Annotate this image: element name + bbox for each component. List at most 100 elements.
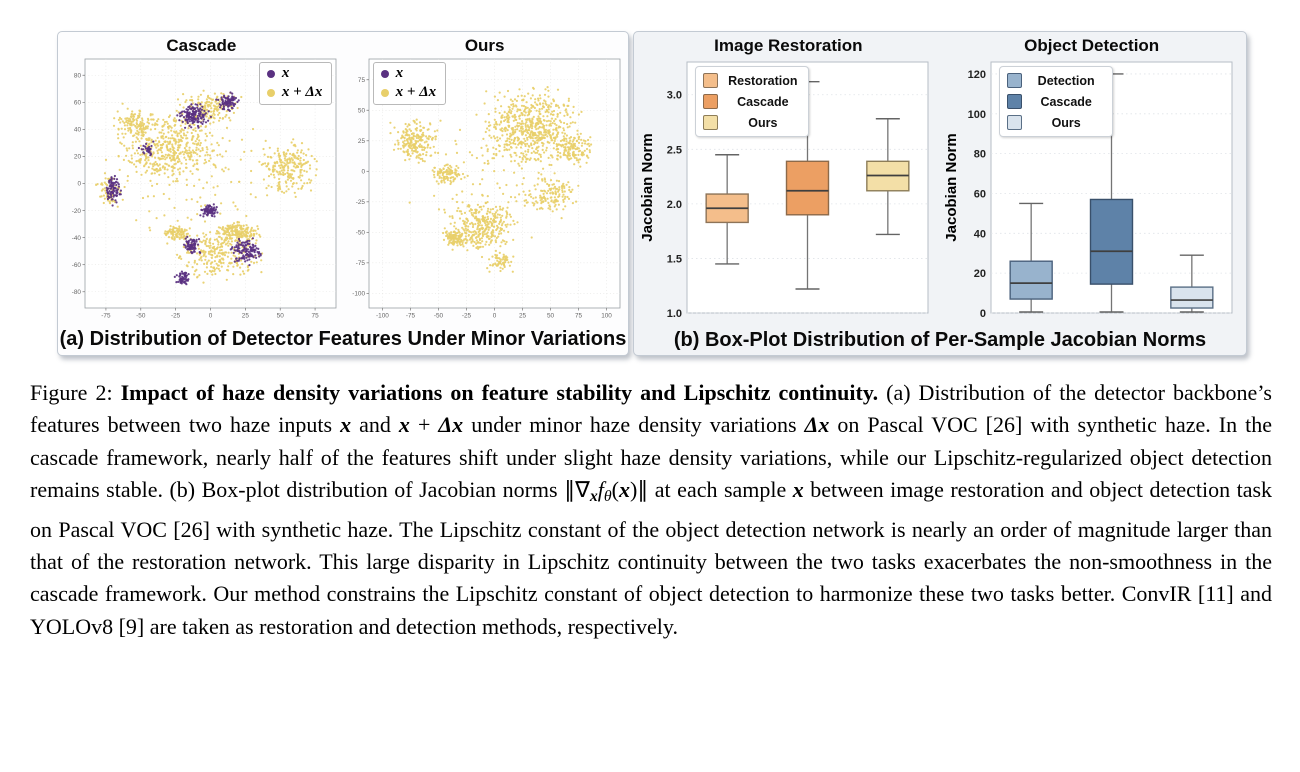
caption-segment: f bbox=[597, 477, 604, 503]
caption-segment: θ bbox=[603, 488, 612, 506]
svg-text:-25: -25 bbox=[355, 199, 365, 206]
legend-swatch bbox=[1006, 73, 1022, 88]
legend-label: Cascade bbox=[737, 94, 789, 109]
svg-text:-100: -100 bbox=[352, 291, 365, 298]
legend-item: Ours bbox=[703, 112, 799, 133]
svg-text:50: 50 bbox=[358, 107, 366, 114]
caption-segment: x bbox=[340, 412, 352, 438]
panel-a-charts-row: Cascade -75 -50 -25 0 25 50 75 -80 -60 -40 -20 0 20 4… bbox=[58, 32, 628, 327]
svg-text:20: 20 bbox=[74, 154, 82, 161]
svg-text:20: 20 bbox=[973, 268, 985, 280]
legend-swatch bbox=[1006, 115, 1022, 130]
svg-text:-75: -75 bbox=[405, 313, 415, 320]
svg-text:-75: -75 bbox=[102, 313, 112, 320]
svg-text:0: 0 bbox=[209, 313, 213, 320]
svg-text:25: 25 bbox=[242, 313, 250, 320]
figure-caption: Figure 2: Impact of haze density variati… bbox=[30, 377, 1272, 643]
legend-label: Detection bbox=[1037, 73, 1095, 88]
svg-text:120: 120 bbox=[967, 69, 985, 81]
chart-image-restoration-box: Image Restoration 1.0 1.5 2.0 2.5 3.0 Jacobia… bbox=[639, 32, 937, 328]
legend-label: Restoration bbox=[728, 73, 798, 88]
svg-text:-40: -40 bbox=[72, 235, 82, 242]
svg-text:100: 100 bbox=[601, 313, 612, 320]
legend-item: x + Δx bbox=[380, 83, 437, 102]
image-restoration-legend: Restoration Cascade Ours bbox=[695, 66, 810, 137]
caption-segment: (a) Distribution of the detector backbon… bbox=[30, 380, 1272, 438]
svg-text:-50: -50 bbox=[136, 313, 146, 320]
chart-title-cascade: Cascade bbox=[166, 36, 237, 55]
svg-text:-100: -100 bbox=[376, 313, 389, 320]
legend-label: Cascade bbox=[1040, 94, 1092, 109]
legend-item: Cascade bbox=[703, 91, 799, 112]
svg-text:25: 25 bbox=[519, 313, 527, 320]
caption-segment: x bbox=[589, 488, 598, 506]
legend-label: x bbox=[395, 65, 404, 81]
legend-item: x bbox=[380, 64, 436, 83]
caption-segment: ∥∇ bbox=[564, 477, 590, 503]
chart-title-object-detection: Object Detection bbox=[1024, 36, 1160, 55]
svg-text:75: 75 bbox=[358, 77, 366, 84]
panel-a-caption: (a) Distribution of Detector Features Un… bbox=[59, 328, 627, 350]
caption-segment: )∥ at each sample bbox=[629, 477, 793, 503]
svg-text:80: 80 bbox=[973, 149, 985, 161]
legend-label: x bbox=[281, 65, 290, 81]
legend-swatch bbox=[1006, 94, 1022, 109]
caption-segment: under minor haze density variations bbox=[463, 412, 805, 438]
svg-text:0: 0 bbox=[492, 313, 496, 320]
legend-item: Detection bbox=[1006, 70, 1103, 91]
legend-label: x + Δx bbox=[281, 84, 323, 100]
caption-segment: and bbox=[351, 412, 399, 438]
chart-title-ours: Ours bbox=[464, 36, 505, 55]
object-detection-legend: Detection Cascade Ours bbox=[998, 66, 1113, 137]
caption-segment: Impact of haze density variations on fea… bbox=[120, 380, 879, 405]
caption-segment: x bbox=[618, 477, 630, 503]
legend-swatch bbox=[703, 115, 719, 130]
box-detection bbox=[1009, 260, 1053, 300]
legend-item: Restoration bbox=[703, 70, 799, 91]
legend-label: x + Δx bbox=[395, 84, 437, 100]
legend-swatch bbox=[380, 69, 389, 78]
legend-swatch bbox=[266, 88, 275, 97]
svg-text:2.0: 2.0 bbox=[667, 199, 682, 211]
ours-scatter-plot-wrap: -100 -75 -50 -25 0 25 50 75 100 -100 -75 -50 -25 0 25 5… bbox=[345, 56, 625, 327]
svg-text:-50: -50 bbox=[434, 313, 444, 320]
caption-segment: Δx bbox=[438, 412, 464, 438]
caption-segment: + bbox=[409, 412, 439, 438]
svg-text:100: 100 bbox=[967, 109, 985, 121]
svg-text:-50: -50 bbox=[355, 230, 365, 237]
svg-text:Jacobian Norm: Jacobian Norm bbox=[943, 133, 960, 241]
image-restoration-plot-wrap: 1.0 1.5 2.0 2.5 3.0 Jacobian Norm Restoration… bbox=[639, 56, 937, 328]
svg-text:40: 40 bbox=[74, 127, 82, 134]
legend-item: x bbox=[266, 64, 322, 83]
caption-segment: x bbox=[792, 477, 804, 503]
cascade-scatter-legend: x x + Δx bbox=[258, 62, 333, 105]
svg-text:80: 80 bbox=[74, 72, 82, 79]
svg-text:1.5: 1.5 bbox=[667, 253, 682, 265]
svg-text:Jacobian Norm: Jacobian Norm bbox=[639, 133, 656, 241]
svg-text:-80: -80 bbox=[72, 289, 82, 296]
panel-a-feature-distribution: Cascade -75 -50 -25 0 25 50 75 -80 -60 -40 -20 0 20 4… bbox=[57, 31, 629, 356]
legend-label: Ours bbox=[748, 115, 778, 130]
svg-text:-75: -75 bbox=[355, 260, 365, 267]
legend-swatch bbox=[703, 94, 719, 109]
svg-text:40: 40 bbox=[973, 228, 985, 240]
box-cascade bbox=[1089, 198, 1133, 285]
ours-scatter-legend: x x + Δx bbox=[372, 62, 447, 105]
legend-swatch bbox=[703, 73, 719, 88]
svg-text:25: 25 bbox=[358, 138, 366, 145]
svg-text:0: 0 bbox=[78, 181, 82, 188]
caption-segment: between image restoration and object det… bbox=[30, 477, 1273, 639]
scatter-points bbox=[95, 89, 319, 286]
chart-ours-scatter: Ours -100 -75 -50 -25 0 25 50 75 100 -100 -75 -50 -2… bbox=[345, 32, 625, 327]
legend-swatch bbox=[380, 88, 389, 97]
caption-segment: Δx bbox=[804, 412, 830, 438]
svg-text:50: 50 bbox=[547, 313, 555, 320]
chart-object-detection-box: Object Detection 0 20 40 60 80 100 120 Jacobian… bbox=[943, 32, 1241, 328]
svg-text:3.0: 3.0 bbox=[667, 90, 682, 102]
svg-text:-25: -25 bbox=[462, 313, 472, 320]
svg-text:2.5: 2.5 bbox=[667, 144, 682, 156]
caption-segment: on Pascal VOC [26] with synthetic haze. … bbox=[30, 412, 1272, 503]
box-ours bbox=[1169, 286, 1214, 309]
